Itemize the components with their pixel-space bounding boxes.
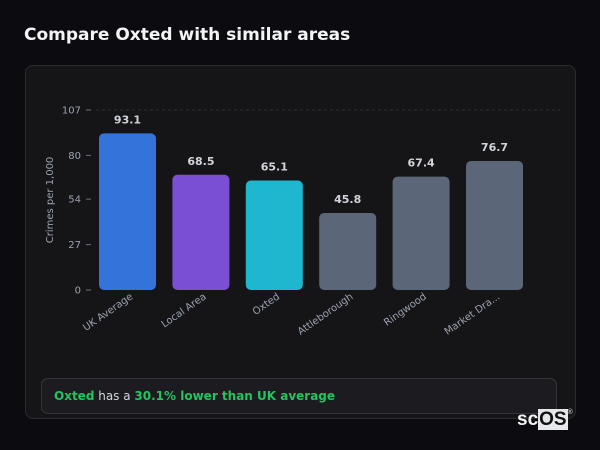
x-tick-label: Market Dra... <box>443 291 503 337</box>
x-tick-label: Attleborough <box>296 291 356 337</box>
bar-4 <box>392 176 450 290</box>
y-tick-label: 80 <box>68 151 81 162</box>
summary-box: Oxted has a 30.1% lower than UK average <box>41 378 557 414</box>
bar-value-label: 93.1 <box>114 113 141 126</box>
y-axis-label: Crimes per 1,000 <box>45 157 56 244</box>
bar-3 <box>319 212 377 290</box>
bar-value-label: 76.7 <box>481 141 508 154</box>
y-tick-label: 107 <box>62 106 81 117</box>
x-tick-label: UK Average <box>81 291 135 333</box>
summary-place: Oxted <box>54 389 95 403</box>
bar-0 <box>99 133 156 290</box>
bar-5 <box>466 160 523 290</box>
x-tick-label: Local Area <box>160 291 209 330</box>
x-tick-label: Ringwood <box>382 291 429 328</box>
y-tick-label: 54 <box>68 195 81 206</box>
y-tick-label: 27 <box>68 240 81 251</box>
bar-value-label: 67.4 <box>408 157 435 170</box>
bar-2 <box>245 180 303 290</box>
x-tick-label: Oxted <box>251 291 282 317</box>
bar-value-label: 65.1 <box>261 160 288 173</box>
y-tick-label: 0 <box>75 286 81 297</box>
bar-value-label: 68.5 <box>187 155 214 168</box>
bar-value-label: 45.8 <box>334 193 361 206</box>
bar-1 <box>172 174 230 290</box>
page-title: Compare Oxted with similar areas <box>24 25 351 45</box>
summary-highlight: 30.1% lower than UK average <box>134 389 336 403</box>
summary-text: has a <box>94 389 135 403</box>
watermark-logo: scOS® <box>517 409 573 430</box>
